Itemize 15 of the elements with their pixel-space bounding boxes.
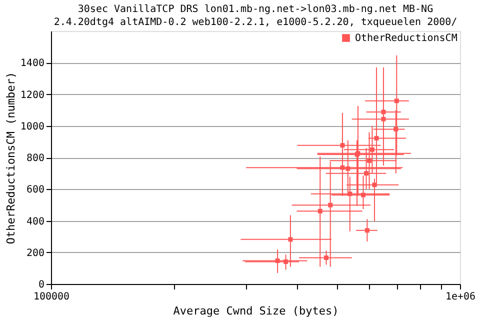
chart-subtitle: 2.4.20dtg4 altAIMD-0.2 web100-2.2.1, e1000-5.2.20, txqueuelen 2000/ [54,17,458,28]
chart-title: 30sec VanillaTCP DRS lon01.mb-ng.net->lon03.mb-ng.net MB-NG [78,4,434,15]
y-tick-label: 0 [38,280,44,290]
y-tick-label: 800 [26,153,44,164]
legend-label: OtherReductionsCM [355,33,458,44]
y-tick-label: 1200 [20,90,44,101]
y-tick-label: 200 [26,248,44,259]
y-tick-label: 1400 [20,58,44,70]
y-tick-label: 600 [26,184,44,196]
y-tick-label: 400 [26,216,44,228]
x-tick-label: 1e+06 [445,292,476,302]
x-tick-label: 100000 [33,292,70,302]
x-axis-title: Average Cwnd Size (bytes) [173,304,339,318]
y-axis-title: OtherReductionsCM (number) [4,72,18,244]
y-tick-label: 1000 [20,121,44,132]
